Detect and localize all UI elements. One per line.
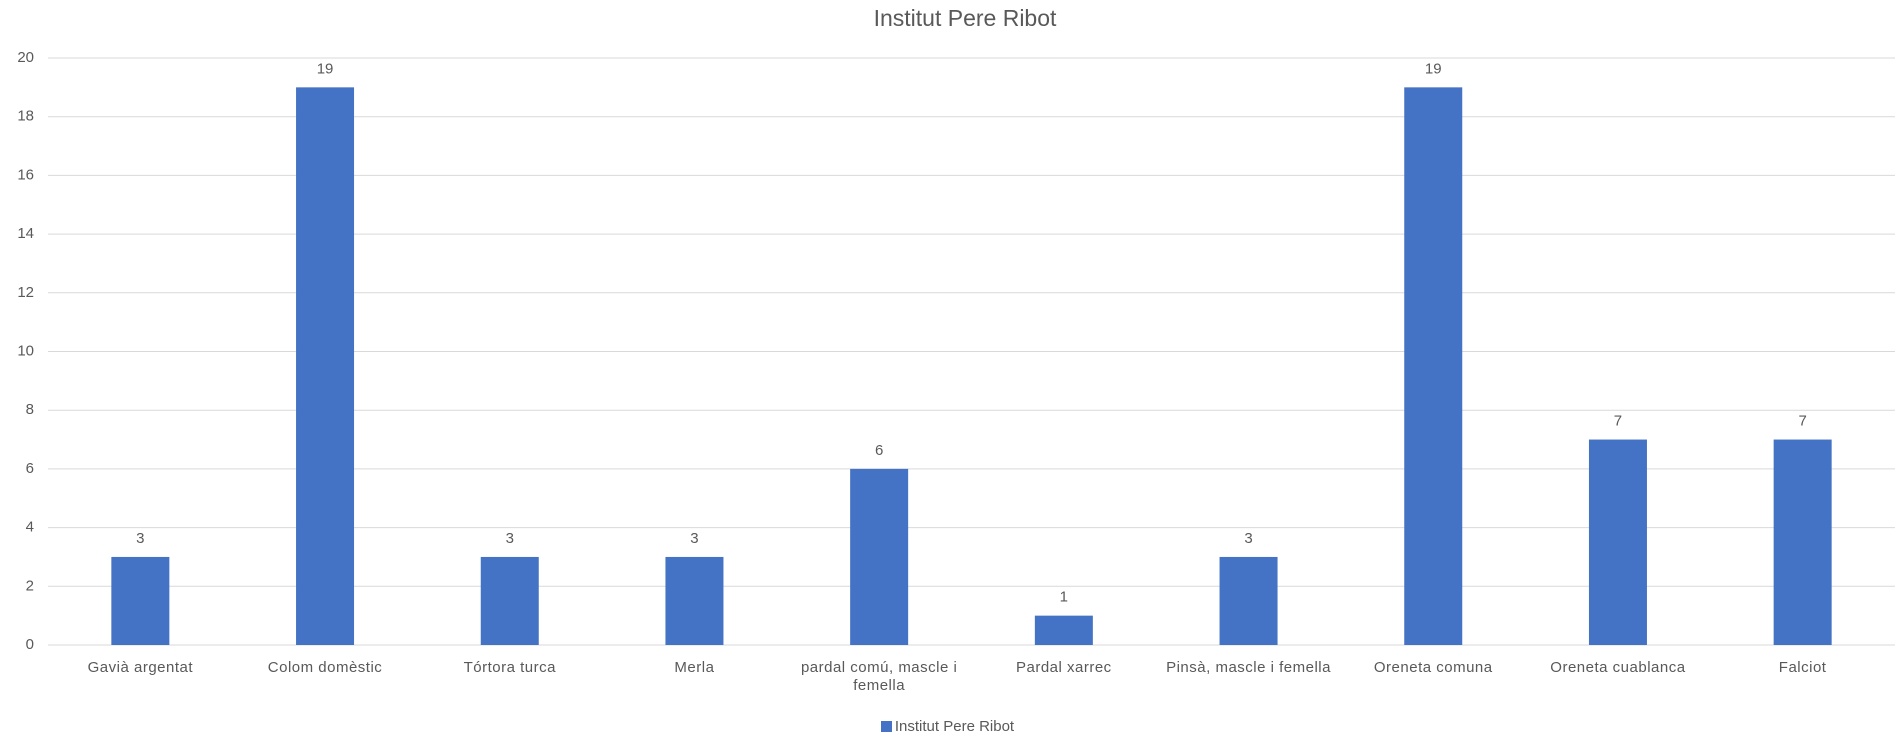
bar <box>111 556 170 645</box>
x-tick-label: Oreneta comuna <box>1373 659 1493 676</box>
bar <box>296 87 355 646</box>
y-tick-label: 4 <box>26 519 34 536</box>
data-label: 3 <box>690 530 698 547</box>
legend-label: Institut Pere Ribot <box>894 718 1015 735</box>
x-tick-label: Pardal xarrec <box>1015 659 1112 676</box>
data-label: 3 <box>1244 530 1252 547</box>
bar <box>1404 87 1463 646</box>
y-tick-label: 8 <box>26 401 34 418</box>
y-tick-label: 18 <box>17 108 34 125</box>
y-tick-label: 20 <box>17 49 34 66</box>
y-tick-label: 6 <box>26 460 34 477</box>
data-label: 7 <box>1798 413 1806 430</box>
y-tick-label: 14 <box>17 225 34 242</box>
bar <box>665 556 724 645</box>
bar <box>850 468 909 645</box>
x-tick-label: Gavià argentat <box>87 659 194 676</box>
x-tick-label: pardal comú, mascle i femella <box>800 659 958 694</box>
chart-title: Institut Pere Ribot <box>874 5 1057 31</box>
bar <box>1219 556 1278 645</box>
data-label: 1 <box>1060 589 1068 606</box>
bar <box>1588 439 1647 645</box>
legend-swatch <box>880 721 892 732</box>
x-tick-label: Oreneta cuablanca <box>1550 659 1686 676</box>
x-tick-label: Pinsà, mascle i femella <box>1166 659 1331 676</box>
x-tick-label: Tórtora turca <box>463 659 556 676</box>
bar <box>1034 615 1093 645</box>
data-label: 19 <box>317 60 334 77</box>
y-tick-label: 2 <box>26 577 34 594</box>
y-tick-label: 16 <box>17 166 34 183</box>
x-tick-label: Colom domèstic <box>267 659 383 676</box>
y-tick-label: 10 <box>17 342 34 359</box>
data-label: 3 <box>136 530 144 547</box>
data-label: 3 <box>506 530 514 547</box>
x-tick-label: Falciot <box>1778 659 1827 676</box>
data-label: 6 <box>875 442 883 459</box>
data-label: 7 <box>1614 413 1622 430</box>
y-tick-label: 12 <box>17 284 34 301</box>
data-label: 19 <box>1425 60 1442 77</box>
bar <box>1773 439 1832 645</box>
legend: Institut Pere Ribot <box>0 718 1895 735</box>
x-tick-label: Merla <box>674 659 715 676</box>
bar <box>480 556 539 645</box>
y-tick-label: 0 <box>26 636 34 653</box>
